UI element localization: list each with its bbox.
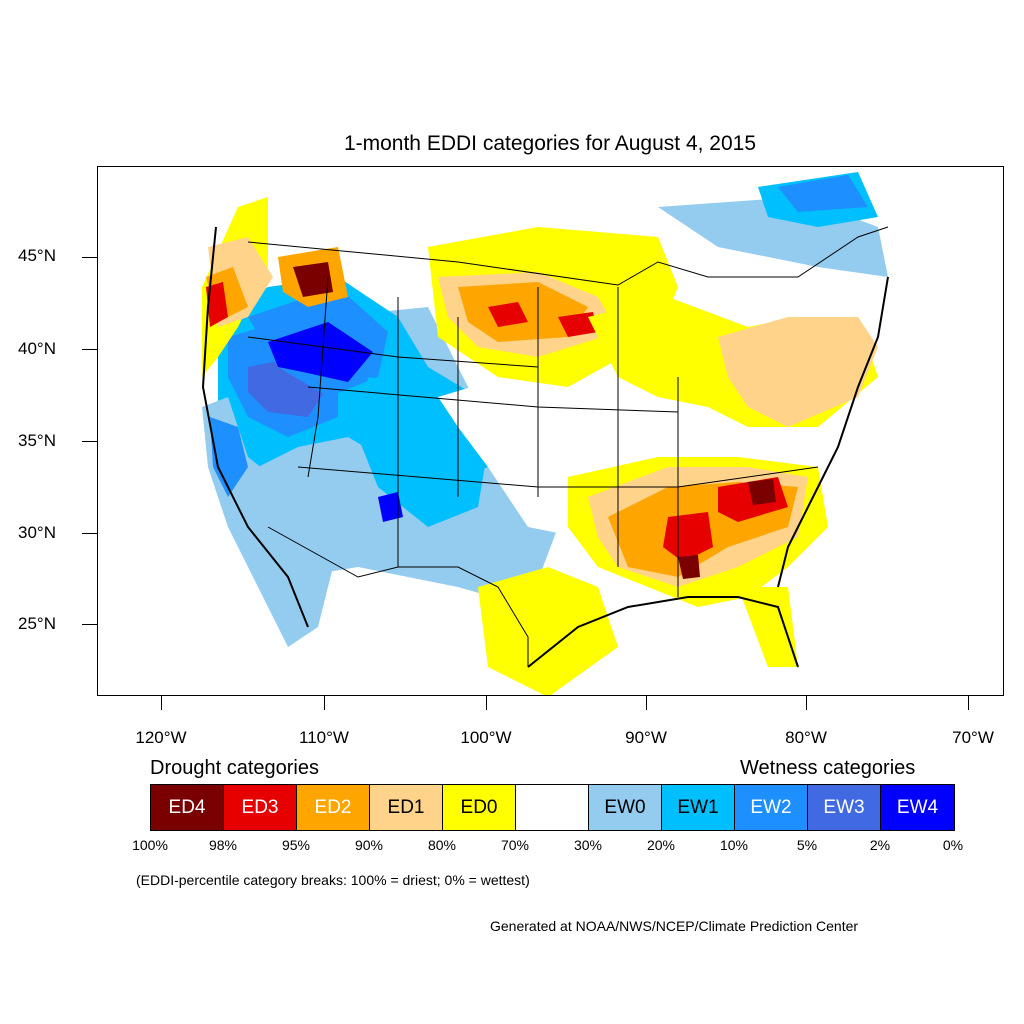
lon-tick-110 (324, 696, 325, 710)
state-line-1 (307, 276, 329, 478)
legend-break-label: 2% (869, 837, 891, 853)
lon-label-110: 110°W (299, 728, 349, 747)
lon-label-100: 100°W (460, 728, 512, 747)
lat-tick-25 (82, 624, 97, 625)
mexico-border (267, 526, 529, 667)
legend-break-label: 20% (646, 837, 676, 853)
legend-cell-ew0: EW0 (589, 785, 662, 830)
ed1-northeast (718, 317, 878, 427)
wet-regions-northeast (658, 172, 888, 277)
neutral-midwest (598, 387, 748, 477)
legend-break-label: 95% (281, 837, 311, 853)
eddi-map (97, 166, 1004, 696)
legend-cell-neutral (516, 785, 589, 830)
lat-label-30: 30°N (18, 523, 56, 542)
map-svg (201, 172, 889, 695)
lat-label-35: 35°N (18, 431, 56, 450)
legend-color-bar: ED4 ED3 ED2 ED1 ED0 EW0 EW1 EW2 EW3 EW4 (150, 784, 955, 831)
state-line-8 (297, 466, 819, 488)
lon-tick-70 (968, 696, 969, 710)
us-canada-border (247, 226, 889, 286)
legend-break-label: 10% (719, 837, 749, 853)
legend-cell-ed1: ED1 (370, 785, 443, 830)
lon-label-80: 80°W (785, 728, 827, 747)
legend-cell-ed0: ED0 (443, 785, 516, 830)
lat-tick-30 (82, 533, 97, 534)
lat-tick-35 (82, 441, 97, 442)
ew2-quebec (778, 175, 868, 212)
legend-cell-ew4: EW4 (881, 785, 954, 830)
legend-break-label: 90% (354, 837, 384, 853)
legend-break-label: 0% (942, 837, 964, 853)
legend-break-label: 98% (208, 837, 238, 853)
legend-break-label: 30% (573, 837, 603, 853)
lon-tick-90 (646, 696, 647, 710)
dry-regions (202, 197, 878, 695)
ed4-carolinas (748, 479, 776, 505)
ew3-new-mexico (378, 492, 403, 522)
lon-label-120: 120°W (135, 728, 187, 747)
boundaries (201, 226, 889, 668)
state-line-9 (247, 336, 539, 368)
lon-label-70: 70°W (952, 728, 994, 747)
legend-break-label: 80% (427, 837, 457, 853)
legend-cell-ew3: EW3 (808, 785, 881, 830)
ed3-oregon-coast (206, 282, 228, 327)
gulf-coast (527, 596, 799, 668)
ed3-dakotas (488, 302, 528, 327)
lat-tick-40 (82, 349, 97, 350)
legend-break-label: 70% (500, 837, 530, 853)
east-coast (777, 276, 889, 588)
ed3-minnesota (558, 312, 598, 337)
ew4-utah (268, 322, 373, 382)
legend-cell-ed3: ED3 (224, 785, 297, 830)
chart-title: 1-month EDDI categories for August 4, 20… (343, 132, 757, 155)
lon-tick-80 (806, 696, 807, 710)
credit-line: Generated at NOAA/NWS/NCEP/Climate Predi… (490, 918, 859, 934)
ew2-california-coast (210, 417, 248, 497)
ed3-alabama (663, 512, 713, 562)
legend-cell-ew2: EW2 (735, 785, 808, 830)
lon-label-90: 90°W (625, 728, 667, 747)
ed4-alabama (678, 555, 700, 579)
legend-break-label: 100% (132, 837, 168, 853)
lat-tick-45 (82, 257, 97, 258)
lon-tick-120 (161, 696, 162, 710)
lat-label-40: 40°N (18, 339, 56, 358)
legend-cell-ew1: EW1 (662, 785, 735, 830)
state-line-7 (307, 386, 679, 413)
lat-label-45: 45°N (18, 246, 56, 265)
ed4-montana (293, 262, 333, 297)
ed0-florida (738, 587, 798, 667)
category-breaks-note: (EDDI-percentile category breaks: 100% =… (136, 872, 530, 888)
legend-cell-ed2: ED2 (297, 785, 370, 830)
ed0-texas-coast (478, 567, 618, 695)
legend-cell-ed4: ED4 (151, 785, 224, 830)
west-coast (201, 226, 309, 628)
drought-categories-heading: Drought categories (150, 757, 319, 779)
legend-break-label: 5% (796, 837, 818, 853)
wetness-categories-heading: Wetness categories (740, 757, 916, 779)
lon-tick-100 (486, 696, 487, 710)
lat-label-25: 25°N (18, 614, 56, 633)
